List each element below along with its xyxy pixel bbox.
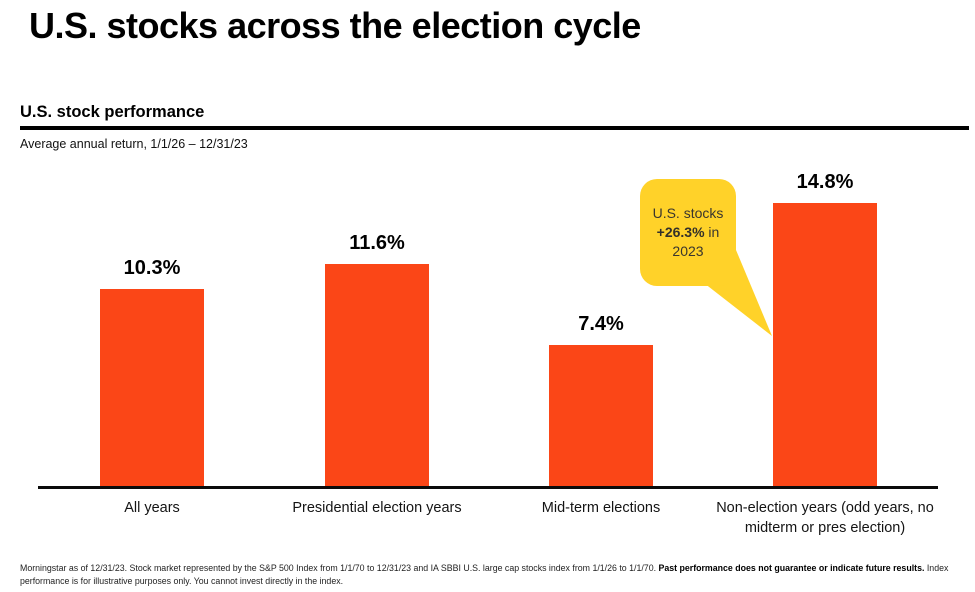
source-footnote: Morningstar as of 12/31/23. Stock market…: [20, 562, 968, 588]
chart-period-subtitle: Average annual return, 1/1/26 – 12/31/23: [20, 137, 248, 151]
bar-value-label: 10.3%: [123, 257, 181, 279]
category-label: All years: [124, 500, 180, 516]
callout-bold-value: +26.3%: [656, 224, 705, 240]
x-axis-line: [38, 486, 938, 489]
bar-non-election-years: [773, 203, 877, 486]
callout-line-1: U.S. stocks: [652, 205, 724, 221]
callout-bubble: U.S. stocks +26.3% in 2023: [640, 179, 736, 286]
bar-value-label: 7.4%: [578, 313, 624, 335]
callout-line-2: +26.3% in: [656, 224, 720, 240]
callout-line-3: 2023: [672, 243, 704, 259]
section-divider-rule: [20, 126, 969, 130]
page-title: U.S. stocks across the election cycle: [29, 5, 641, 46]
category-label: Mid-term elections: [541, 500, 661, 516]
category-label: Presidential election years: [292, 500, 462, 516]
bar-all-years: [100, 289, 204, 486]
bar-presidential-years: [325, 264, 429, 486]
chart-section-title: U.S. stock performance: [20, 103, 205, 121]
category-label: Non-election years (odd years, no midter…: [716, 500, 934, 536]
bar-value-label: 14.8%: [796, 171, 854, 193]
footnote-text-before: Morningstar as of 12/31/23. Stock market…: [20, 563, 659, 573]
footnote-text-after: Index performance is for illustrative pu…: [20, 563, 949, 586]
bar-midterm-elections: [549, 345, 653, 486]
footnote-bold-disclaimer: Past performance does not guarantee or i…: [658, 563, 925, 573]
bar-value-label: 11.6%: [349, 232, 405, 254]
